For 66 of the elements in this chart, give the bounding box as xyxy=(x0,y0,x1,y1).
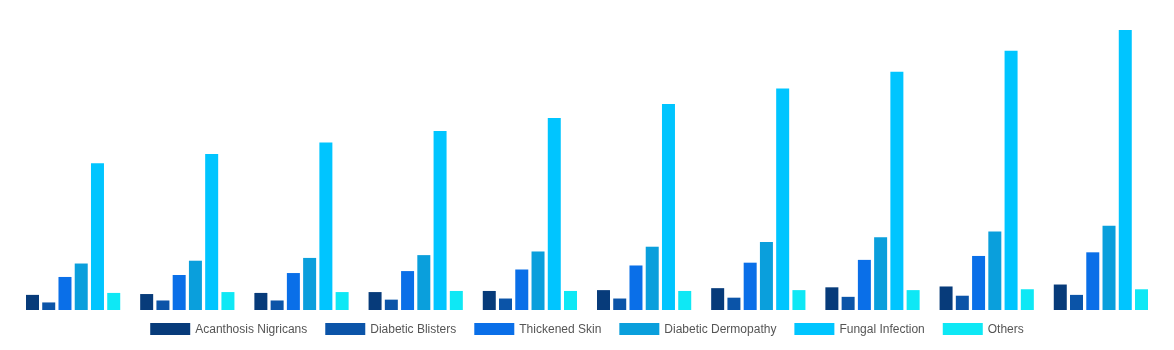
bar xyxy=(874,237,888,310)
bar xyxy=(972,255,986,310)
bar xyxy=(172,275,186,310)
bar xyxy=(857,259,871,310)
bar xyxy=(499,298,513,310)
bar xyxy=(1086,252,1100,310)
bar xyxy=(906,290,920,310)
legend-label: Thickened Skin xyxy=(519,322,602,336)
bar xyxy=(743,262,757,310)
bar xyxy=(955,295,969,310)
bar xyxy=(759,241,773,310)
bar xyxy=(515,269,529,310)
bar xyxy=(825,287,839,310)
bar xyxy=(90,163,104,310)
bar xyxy=(678,290,692,310)
bar xyxy=(613,298,627,310)
legend-label: Others xyxy=(987,322,1024,336)
bar xyxy=(254,292,268,310)
bar xyxy=(661,103,675,310)
bar xyxy=(74,263,88,310)
bar xyxy=(1053,284,1067,310)
bar xyxy=(286,273,300,310)
bar xyxy=(988,231,1002,310)
bar xyxy=(645,246,659,310)
bar xyxy=(629,265,643,310)
bar xyxy=(792,290,806,310)
bar xyxy=(531,251,545,310)
bar xyxy=(417,255,431,310)
bar xyxy=(1135,289,1149,310)
bar xyxy=(303,257,317,310)
bar xyxy=(727,297,741,310)
bar xyxy=(107,292,121,310)
bar xyxy=(776,88,790,310)
bar xyxy=(1102,225,1116,310)
legend-label: Acanthosis Nigricans xyxy=(195,322,308,336)
bar xyxy=(205,154,219,310)
bar xyxy=(433,131,447,310)
bar xyxy=(42,302,56,310)
bar xyxy=(1118,30,1132,310)
bar xyxy=(1070,294,1084,310)
bar xyxy=(939,286,953,310)
bar xyxy=(841,296,855,310)
bar xyxy=(401,271,415,310)
bar xyxy=(384,299,398,310)
bar xyxy=(482,290,496,310)
bar xyxy=(547,117,561,310)
bar xyxy=(711,288,725,310)
bar xyxy=(319,142,333,310)
bar xyxy=(156,300,170,310)
bar xyxy=(596,290,610,310)
legend-label: Fungal Infection xyxy=(839,322,925,336)
bar xyxy=(335,292,349,310)
bar xyxy=(368,292,382,310)
bar xyxy=(1020,289,1034,310)
bar xyxy=(140,294,154,310)
bar xyxy=(564,290,578,310)
bar xyxy=(25,294,39,310)
bar xyxy=(1004,50,1018,310)
bar xyxy=(221,292,235,310)
bar xyxy=(449,290,463,310)
bar xyxy=(188,260,202,310)
legend-label: Diabetic Dermopathy xyxy=(664,322,777,336)
bar xyxy=(270,300,284,310)
bar xyxy=(890,71,904,310)
bar xyxy=(58,276,72,310)
legend-label: Diabetic Blisters xyxy=(370,322,457,336)
